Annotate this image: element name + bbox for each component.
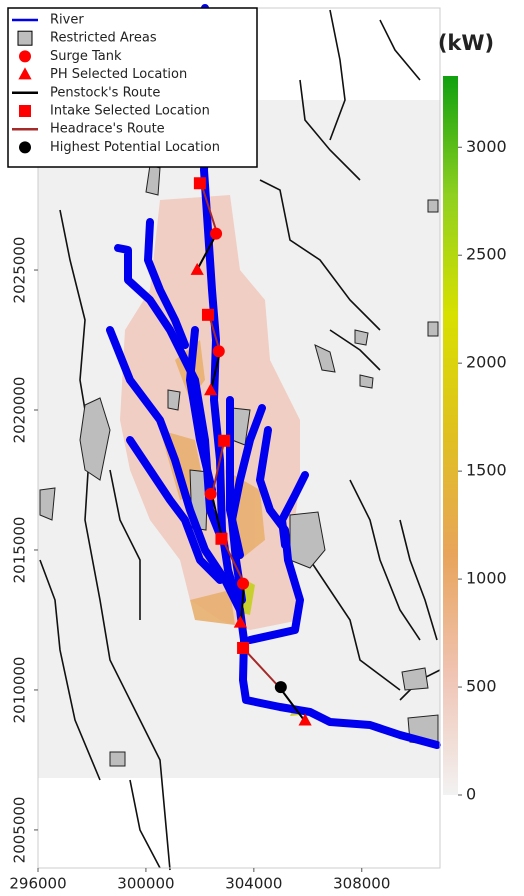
y-tick-label: 2020000 <box>11 377 29 444</box>
legend-symbol <box>17 30 33 46</box>
y-tick-label: 2005000 <box>11 797 29 864</box>
legend-label: Restricted Areas <box>50 31 157 46</box>
marker <box>274 681 287 694</box>
legend-label: Highest Potential Location <box>50 140 220 155</box>
colorbar-tick-label: 2500 <box>466 245 507 264</box>
basemap <box>38 4 441 871</box>
colorbar-tick-label: 0 <box>466 785 476 804</box>
x-tick-label: 304000 <box>225 875 282 893</box>
marker <box>212 345 225 358</box>
marker <box>190 262 204 275</box>
marker <box>210 227 223 240</box>
marker <box>19 50 31 63</box>
legend-label: River <box>50 13 84 28</box>
marker <box>193 177 206 190</box>
marker <box>204 383 218 396</box>
legend-label: PH Selected Location <box>50 67 187 82</box>
colorbar-tick-label: 500 <box>466 677 497 696</box>
colorbar-tick-label: 1000 <box>466 569 507 588</box>
y-tick-label: 2010000 <box>11 657 29 724</box>
x-tick-label: 308000 <box>333 875 390 893</box>
marker <box>218 434 231 447</box>
x-tick-label: 300000 <box>117 875 174 893</box>
legend-label: Surge Tank <box>50 49 122 64</box>
axes: 296000 300000 304000 308000 2005000 2010000 20… <box>9 7 507 893</box>
marker <box>233 615 247 628</box>
colorbar-label: (kW) <box>438 31 494 55</box>
y-tick-label: 2025000 <box>11 237 29 304</box>
markers <box>190 177 312 726</box>
legend-label: Intake Selected Location <box>50 104 210 119</box>
marker <box>298 713 312 726</box>
marker <box>237 577 250 590</box>
marker <box>204 487 217 500</box>
x-tick-label: 296000 <box>9 875 66 893</box>
marker <box>237 641 250 654</box>
marker <box>19 105 31 117</box>
colorbar <box>443 76 458 795</box>
marker <box>201 308 214 321</box>
colorbar-tick-label: 3000 <box>466 137 507 156</box>
colorbar-tick-label: 2000 <box>466 353 507 372</box>
marker <box>19 141 31 154</box>
colorbar-tick-label: 1500 <box>466 461 507 480</box>
y-tick-label: 2015000 <box>11 517 29 584</box>
marker <box>215 532 228 545</box>
legend-label: Headrace's Route <box>50 122 165 137</box>
legend-label: Penstock's Route <box>50 85 160 100</box>
marker <box>18 67 32 80</box>
legend: River Restricted Areas Surge Tank PH Select… <box>7 7 258 168</box>
